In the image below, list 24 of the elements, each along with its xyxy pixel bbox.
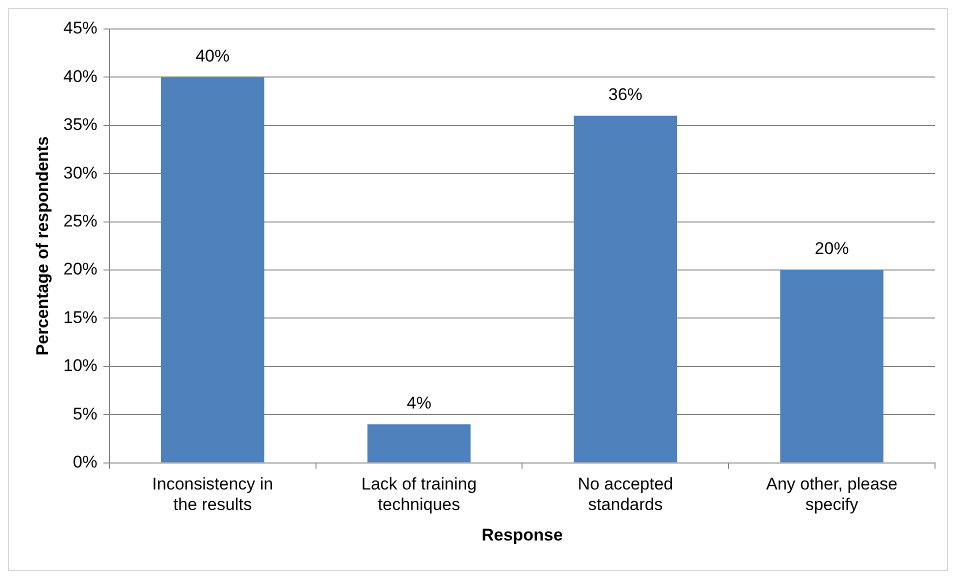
y-tick-label: 5%	[72, 404, 98, 424]
y-tick-label: 0%	[72, 452, 98, 472]
data-label: 40%	[196, 46, 230, 66]
bar	[574, 116, 678, 462]
y-axis-title: Percentage of respondents	[32, 136, 52, 356]
y-tick-label: 25%	[63, 211, 98, 230]
y-tick-label: 15%	[63, 308, 98, 327]
x-tick-label: Inconsistency in the results	[152, 474, 274, 514]
data-label: 20%	[814, 239, 849, 258]
y-tick-label: 45%	[63, 18, 98, 38]
x-tick-label: No accepted standards	[578, 474, 674, 514]
x-axis-title: Response	[482, 525, 563, 544]
y-tick-label: 10%	[63, 356, 98, 376]
y-tick-label: 40%	[63, 66, 98, 86]
bar	[161, 77, 264, 462]
y-tick-label: 35%	[63, 115, 98, 134]
bar	[780, 270, 884, 462]
y-tick-label: 30%	[63, 163, 98, 182]
y-tick-label: 20%	[63, 260, 98, 279]
data-label: 36%	[608, 84, 642, 104]
x-tick-label: Lack of training techniques	[361, 474, 477, 514]
bar	[367, 424, 471, 462]
data-label: 4%	[406, 393, 432, 412]
x-tick-label: Any other, please specify	[766, 474, 898, 514]
